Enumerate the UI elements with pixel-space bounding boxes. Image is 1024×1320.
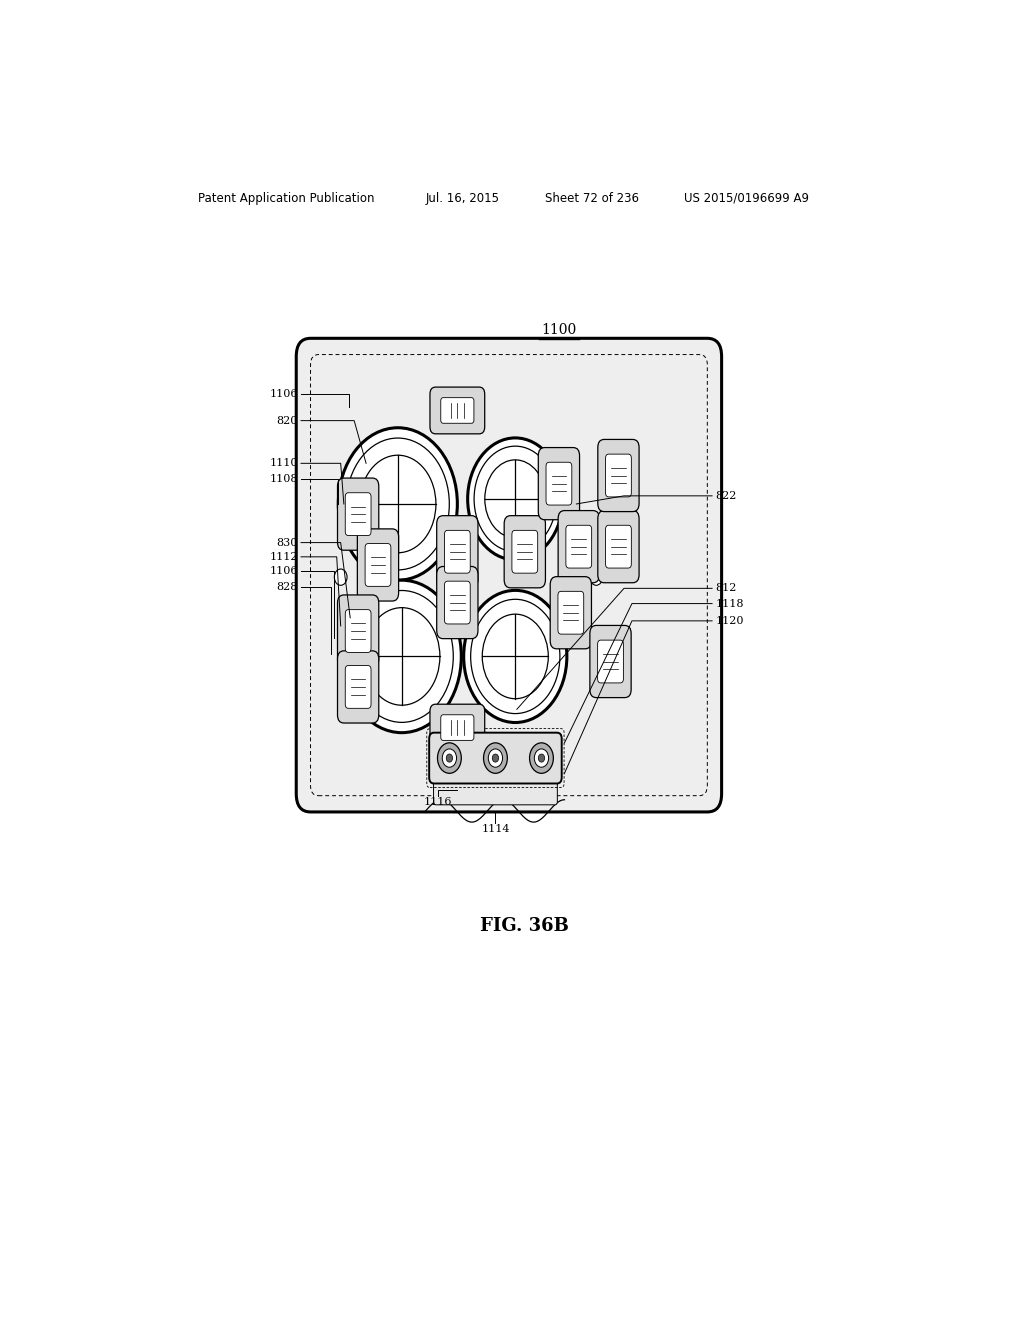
FancyBboxPatch shape: [433, 776, 557, 805]
Circle shape: [338, 428, 458, 581]
Circle shape: [359, 455, 436, 553]
Text: 812: 812: [715, 583, 736, 593]
FancyBboxPatch shape: [436, 516, 478, 587]
FancyBboxPatch shape: [357, 529, 398, 601]
FancyBboxPatch shape: [444, 531, 470, 573]
Text: Patent Application Publication: Patent Application Publication: [198, 191, 375, 205]
Circle shape: [529, 743, 553, 774]
FancyBboxPatch shape: [598, 440, 639, 512]
Text: FIG. 36B: FIG. 36B: [480, 917, 569, 935]
FancyBboxPatch shape: [558, 511, 599, 582]
Text: 1118: 1118: [715, 598, 743, 609]
Circle shape: [464, 590, 567, 722]
Text: 1116: 1116: [423, 797, 452, 807]
FancyBboxPatch shape: [338, 595, 379, 667]
FancyBboxPatch shape: [605, 525, 632, 568]
Text: 1110: 1110: [269, 458, 298, 469]
Text: 1100: 1100: [542, 323, 577, 338]
Circle shape: [446, 754, 453, 762]
Circle shape: [440, 554, 475, 599]
Circle shape: [484, 459, 546, 539]
FancyBboxPatch shape: [345, 492, 371, 536]
Text: 822: 822: [715, 491, 736, 500]
Circle shape: [590, 569, 602, 585]
Circle shape: [334, 569, 347, 585]
Text: 820: 820: [276, 416, 298, 425]
FancyBboxPatch shape: [345, 610, 371, 652]
FancyBboxPatch shape: [504, 516, 546, 587]
FancyBboxPatch shape: [605, 454, 632, 496]
FancyBboxPatch shape: [366, 544, 391, 586]
FancyBboxPatch shape: [436, 566, 478, 639]
FancyBboxPatch shape: [345, 665, 371, 709]
FancyBboxPatch shape: [296, 338, 722, 812]
Text: 1120: 1120: [715, 616, 743, 626]
FancyBboxPatch shape: [440, 714, 474, 741]
Circle shape: [442, 748, 457, 767]
Circle shape: [453, 570, 462, 583]
Circle shape: [483, 743, 507, 774]
FancyBboxPatch shape: [430, 704, 484, 751]
FancyBboxPatch shape: [558, 591, 584, 634]
Circle shape: [482, 614, 548, 698]
Circle shape: [342, 581, 461, 733]
FancyBboxPatch shape: [566, 525, 592, 568]
FancyBboxPatch shape: [590, 626, 631, 697]
Circle shape: [468, 438, 563, 560]
FancyBboxPatch shape: [338, 651, 379, 723]
Text: Jul. 16, 2015: Jul. 16, 2015: [426, 191, 500, 205]
FancyBboxPatch shape: [539, 447, 580, 520]
FancyBboxPatch shape: [338, 478, 379, 550]
Circle shape: [535, 748, 549, 767]
Circle shape: [358, 569, 371, 585]
FancyBboxPatch shape: [430, 387, 484, 434]
FancyBboxPatch shape: [598, 640, 624, 682]
Circle shape: [566, 569, 579, 585]
Text: 828: 828: [276, 582, 298, 593]
FancyBboxPatch shape: [444, 581, 470, 624]
Circle shape: [493, 754, 499, 762]
FancyBboxPatch shape: [598, 511, 639, 582]
Text: 1106: 1106: [269, 566, 298, 576]
Text: 830: 830: [276, 537, 298, 548]
Text: 1112: 1112: [269, 552, 298, 562]
Text: 1114: 1114: [481, 824, 510, 834]
Text: Sheet 72 of 236: Sheet 72 of 236: [545, 191, 639, 205]
Text: US 2015/0196699 A9: US 2015/0196699 A9: [684, 191, 809, 205]
FancyBboxPatch shape: [550, 577, 592, 649]
Text: 1108: 1108: [269, 474, 298, 483]
FancyBboxPatch shape: [440, 397, 474, 424]
FancyBboxPatch shape: [429, 733, 562, 784]
Text: 1106: 1106: [269, 389, 298, 399]
Circle shape: [488, 748, 503, 767]
Circle shape: [539, 754, 545, 762]
Circle shape: [437, 743, 461, 774]
FancyBboxPatch shape: [512, 531, 538, 573]
FancyBboxPatch shape: [546, 462, 571, 506]
Circle shape: [364, 607, 440, 705]
